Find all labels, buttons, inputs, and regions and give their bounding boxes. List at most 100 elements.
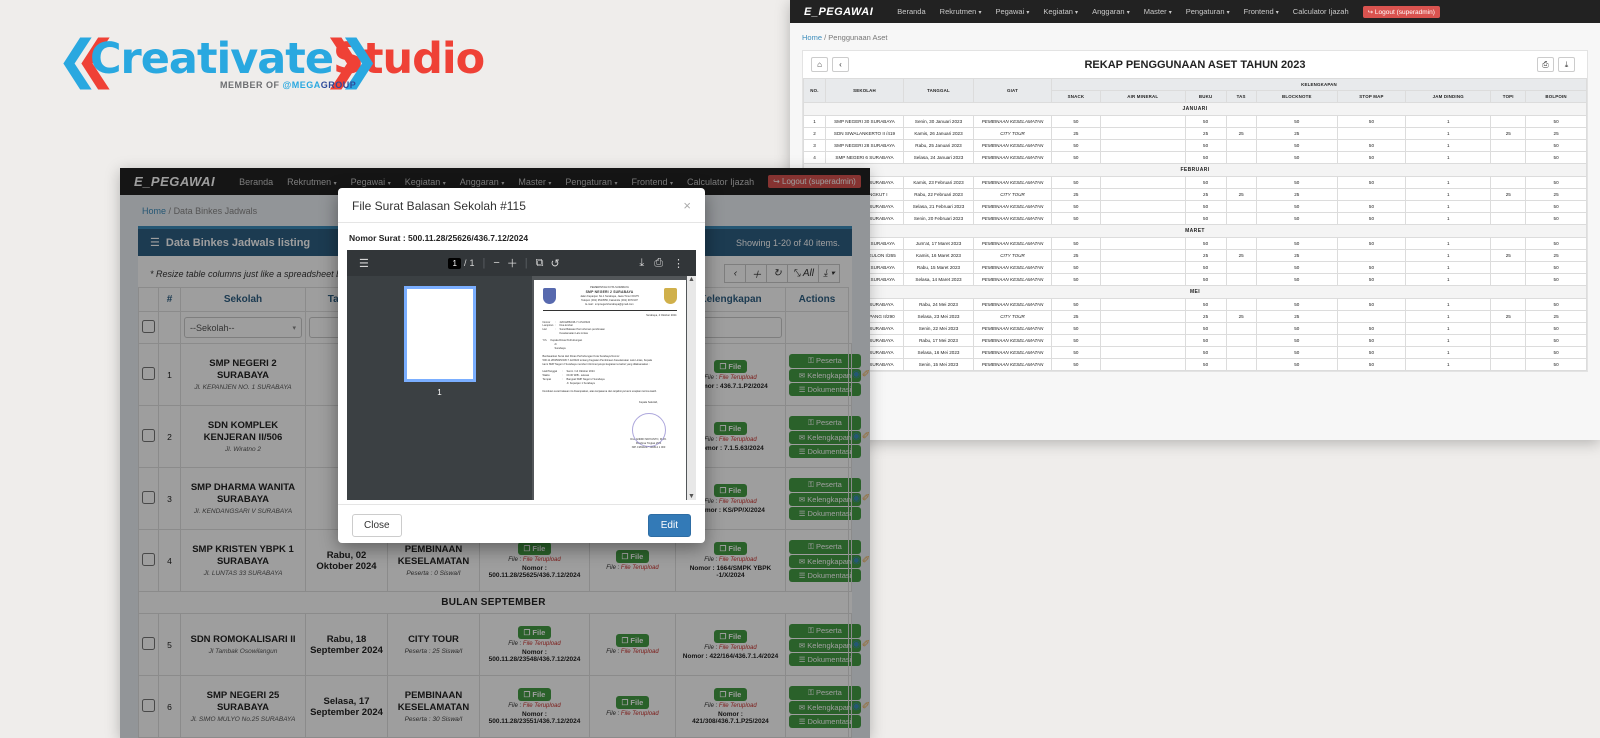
file-badge[interactable]: ❐ File — [615, 634, 650, 647]
file-badge[interactable]: ❐ File — [713, 421, 748, 435]
page-number-input[interactable]: 1 — [448, 257, 461, 269]
scroll-up-icon[interactable]: ▲ — [688, 276, 695, 283]
edit-button[interactable]: Edit — [647, 514, 691, 537]
more-options-icon[interactable]: ⋮ — [673, 257, 684, 270]
peserta-button[interactable]: ⚿ Peserta — [789, 415, 861, 430]
file-uploaded-link[interactable]: File Terupload — [718, 644, 757, 651]
file-badge[interactable]: ❐ File — [713, 542, 748, 555]
peserta-button[interactable]: ⚿ Peserta — [789, 353, 861, 368]
file-uploaded-link[interactable]: File Terupload — [718, 498, 757, 505]
table-row[interactable]: 4 SMP NEGERI 6 SURABAYA Selasa, 24 Januari… — [803, 151, 1587, 164]
select-all-checkbox[interactable] — [142, 320, 155, 333]
edit-icon[interactable]: ✐ — [861, 555, 870, 566]
nav-item-frontend[interactable]: Frontend ▾ — [631, 176, 674, 187]
nav-item-beranda[interactable]: Beranda — [897, 7, 926, 16]
view-icon[interactable]: ◉ — [852, 493, 862, 504]
nav-item-anggaran[interactable]: Anggaran ▾ — [459, 176, 505, 187]
file-badge[interactable]: ❐ File — [615, 550, 650, 563]
nav-item-rekrutmen[interactable]: Rekrutmen ▾ — [287, 176, 337, 187]
table-row[interactable]: 3 SMP NEGERI 28 SURABAYA Rabu, 25 Januari … — [803, 139, 1587, 152]
nav-item-pengaturan[interactable]: Pengaturan ▾ — [565, 176, 618, 187]
table-row[interactable]: 5 SDN ROMOKALISARI II Jl Tambak Osowilangu… — [138, 613, 870, 676]
nav-item-kegiatan[interactable]: Kegiatan ▾ — [404, 176, 446, 187]
file-uploaded-link[interactable]: File Terupload — [718, 436, 757, 443]
navbar-brand[interactable]: E_PEGAWAI — [804, 5, 874, 18]
navbar-brand[interactable]: E_PEGAWAI — [134, 174, 216, 189]
file-uploaded-link[interactable]: File Terupload — [522, 641, 561, 647]
peserta-button[interactable]: ⚿ Peserta — [789, 539, 861, 554]
row-checkbox[interactable] — [142, 429, 155, 442]
pdf-thumbnail-page-1[interactable] — [403, 286, 476, 382]
table-row[interactable]: 2 SDN SIWALANKERTO II /419 Kamis, 26 Janua… — [803, 127, 1587, 140]
row-checkbox[interactable] — [142, 491, 155, 504]
print-icon[interactable]: ⎙ — [654, 256, 663, 269]
file-uploaded-link[interactable]: File Terupload — [718, 374, 757, 381]
file-uploaded-link[interactable]: File Terupload — [620, 565, 659, 571]
nav-item-master[interactable]: Master ▾ — [1143, 7, 1172, 16]
view-icon[interactable]: ◉ — [852, 701, 862, 712]
peserta-button[interactable]: ⚿ Peserta — [789, 477, 861, 492]
kelengkapan-button[interactable]: ✉ Kelengkapan — [789, 700, 861, 714]
export-button[interactable]: ⤓ — [1558, 57, 1575, 72]
nav-item-frontend[interactable]: Frontend ▾ — [1243, 7, 1279, 16]
print-button[interactable]: ⎙ — [1537, 57, 1554, 72]
file-uploaded-link[interactable]: File Terupload — [620, 711, 659, 717]
file-badge[interactable]: ❐ File — [517, 542, 552, 555]
close-button[interactable]: Close — [352, 514, 402, 537]
view-icon[interactable]: ◉ — [852, 639, 862, 650]
kelengkapan-button[interactable]: ✉ Kelengkapan — [789, 638, 861, 652]
row-checkbox[interactable] — [142, 637, 155, 650]
file-badge[interactable]: ❐ File — [713, 359, 748, 373]
home-button[interactable]: ⌂ — [811, 57, 828, 72]
file-badge[interactable]: ❐ File — [713, 629, 748, 643]
dokumentasi-button[interactable]: ☰ Dokumentasi — [789, 568, 861, 582]
dokumentasi-button[interactable]: ☰ Dokumentasi — [789, 382, 861, 396]
nav-item-pegawai[interactable]: Pegawai ▾ — [995, 7, 1030, 16]
dokumentasi-button[interactable]: ☰ Dokumentasi — [789, 714, 861, 728]
pdf-scrollbar[interactable]: ▲ ▼ — [687, 276, 696, 500]
nav-item-pegawai[interactable]: Pegawai ▾ — [350, 176, 391, 187]
fit-page-icon[interactable]: ⧉ — [535, 256, 544, 269]
view-icon[interactable]: ◉ — [852, 431, 862, 442]
kelengkapan-button[interactable]: ✉ Kelengkapan — [789, 430, 861, 444]
file-badge[interactable]: ❐ File — [713, 483, 748, 497]
back-button[interactable]: ‹ — [832, 57, 849, 72]
breadcrumb-home[interactable]: Home — [802, 33, 823, 42]
dokumentasi-button[interactable]: ☰ Dokumentasi — [789, 444, 861, 458]
zoom-out-icon[interactable]: − — [493, 257, 500, 269]
file-uploaded-link[interactable]: File Terupload — [522, 557, 561, 563]
file-badge[interactable]: ❐ File — [517, 688, 552, 701]
edit-icon[interactable]: ✐ — [861, 431, 870, 442]
nav-item-pengaturan[interactable]: Pengaturan ▾ — [1185, 7, 1230, 16]
rotate-icon[interactable]: ↺ — [550, 257, 560, 270]
kelengkapan-button[interactable]: ✉ Kelengkapan — [789, 368, 861, 382]
view-icon[interactable]: ◉ — [852, 555, 862, 566]
nav-item-master[interactable]: Master ▾ — [518, 176, 552, 187]
nav-item-beranda[interactable]: Beranda — [239, 176, 274, 187]
nav-item-kegiatan[interactable]: Kegiatan ▾ — [1043, 7, 1079, 16]
logout-button[interactable]: ↪ Logout (superadmin) — [1362, 5, 1440, 18]
row-checkbox[interactable] — [142, 367, 155, 380]
edit-icon[interactable]: ✐ — [861, 701, 870, 712]
file-uploaded-link[interactable]: File Terupload — [718, 703, 757, 709]
nav-item-rekrutmen[interactable]: Rekrutmen ▾ — [939, 7, 982, 16]
file-badge[interactable]: ❐ File — [615, 696, 650, 709]
scroll-down-icon[interactable]: ▼ — [688, 493, 695, 500]
grid-export-button[interactable]: ⤓ ▾ — [818, 264, 840, 283]
table-row[interactable]: 1 SMP NEGERI 30 SURABAYA Senin, 30 Januari… — [803, 115, 1587, 128]
breadcrumb-home[interactable]: Home — [142, 206, 167, 216]
edit-icon[interactable]: ✐ — [861, 369, 870, 380]
nav-item-anggaran[interactable]: Anggaran ▾ — [1092, 7, 1130, 16]
edit-icon[interactable]: ✐ — [861, 493, 870, 504]
